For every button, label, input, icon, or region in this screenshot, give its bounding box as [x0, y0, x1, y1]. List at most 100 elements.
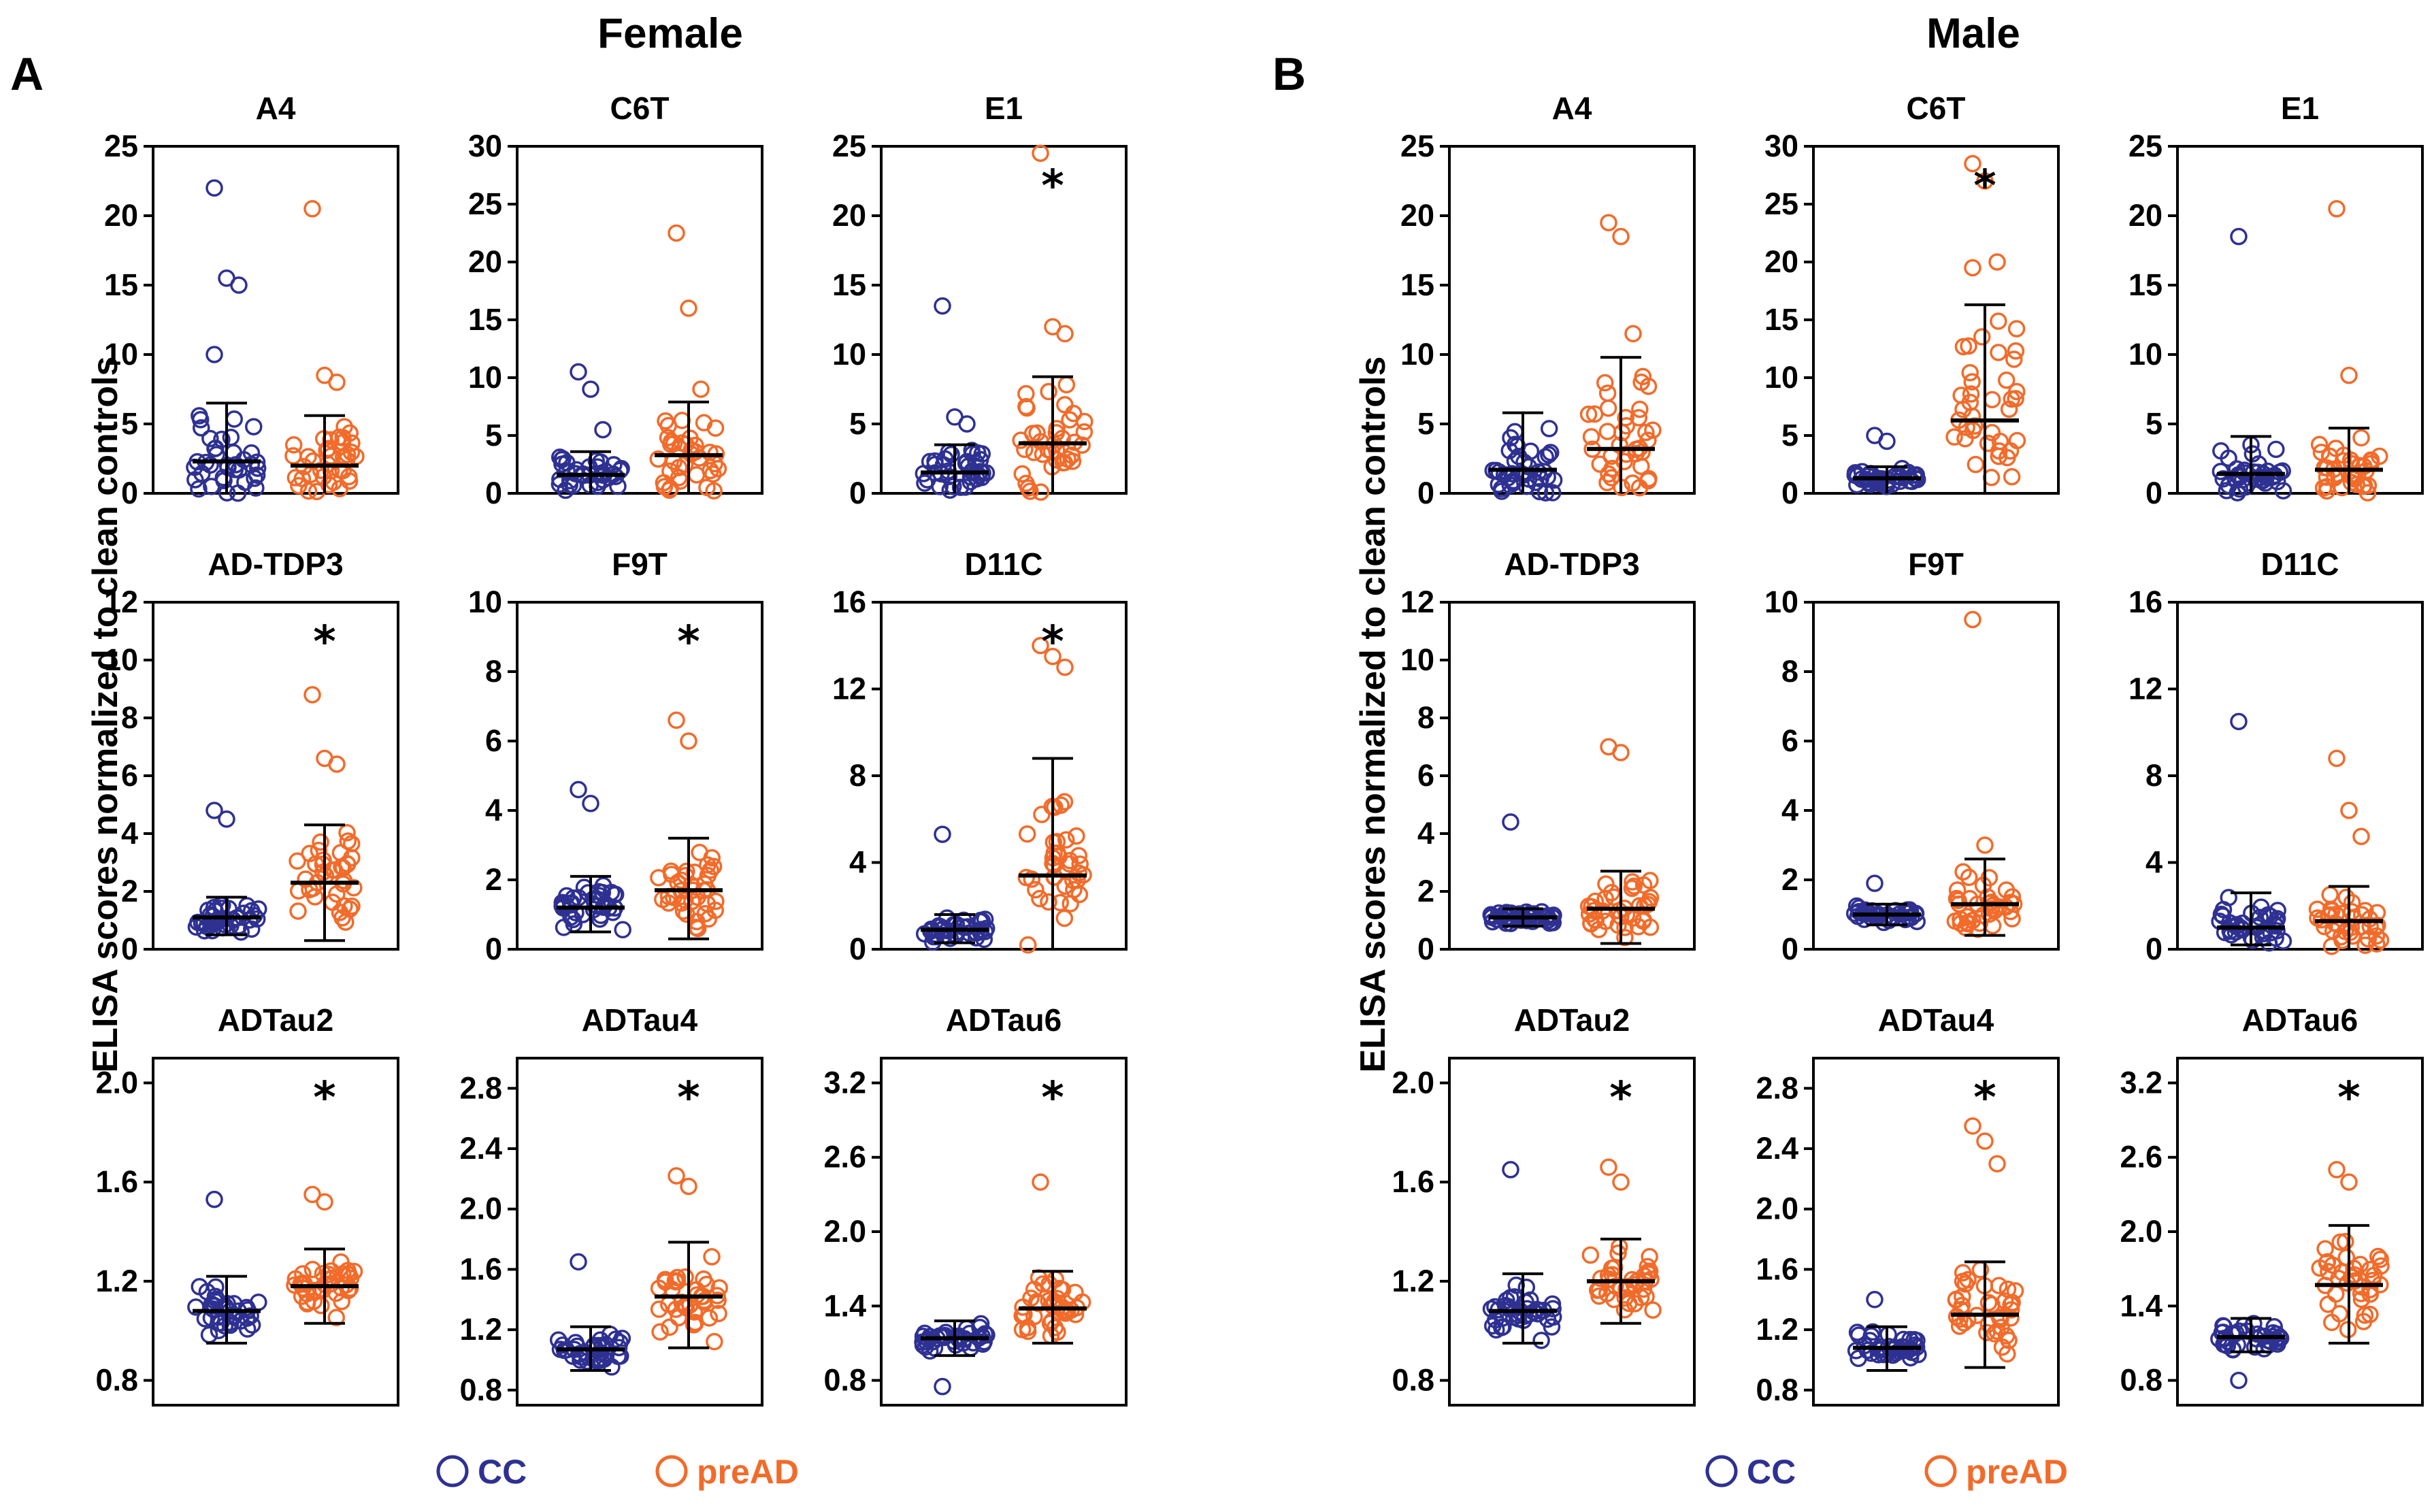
cc-point — [191, 407, 208, 425]
pread-point — [1582, 428, 1600, 446]
pread-point — [1033, 806, 1051, 823]
subplot-title: E1 — [2281, 91, 2319, 126]
cc-point — [241, 911, 259, 929]
pread-outlier-point — [1988, 1155, 2006, 1172]
significance-star: * — [1973, 161, 1996, 212]
cc-point — [2218, 482, 2236, 499]
pread-point — [1062, 895, 1079, 913]
significance-star: * — [677, 1073, 700, 1123]
pread-point — [1023, 870, 1041, 888]
pread-point — [1581, 1246, 1600, 1264]
pread-point — [1582, 914, 1600, 932]
cc-point — [201, 429, 219, 448]
cc-point — [247, 479, 265, 497]
y-tick-label: 12 — [104, 585, 138, 619]
pread-outlier-point — [1044, 647, 1062, 665]
y-tick-label: 2 — [485, 862, 502, 897]
pread-point — [2354, 478, 2372, 495]
cc-outlier-point — [205, 179, 223, 197]
subplot-title: C6T — [1907, 91, 1966, 126]
pread-point — [312, 833, 329, 851]
cc-outlier-point — [205, 346, 223, 363]
cc-point — [213, 430, 231, 448]
y-tick-label: 12 — [832, 672, 866, 706]
subplot-title: D11C — [964, 546, 1042, 582]
significance-star: * — [2337, 1073, 2360, 1123]
legend-pread: preAD — [655, 1453, 799, 1491]
y-tick-label: 4 — [485, 793, 502, 827]
pread-point — [1632, 373, 1650, 391]
y-tick-label: 1.6 — [459, 1251, 502, 1286]
y-tick-label: 15 — [832, 267, 866, 302]
pread-point — [327, 1309, 346, 1327]
y-tick-label: 2.0 — [823, 1214, 866, 1249]
legend-cc-marker — [436, 1455, 469, 1488]
cc-point — [961, 468, 980, 486]
y-tick-label: 4 — [1781, 793, 1798, 827]
pread-point — [2318, 478, 2336, 495]
pread-outlier-point — [1056, 658, 1074, 676]
pread-point — [2369, 1247, 2387, 1266]
significance-star: * — [1041, 1073, 1064, 1123]
pread-outlier-point — [1032, 1173, 1049, 1191]
cc-outlier-point — [934, 297, 951, 315]
pread-point — [667, 1272, 685, 1291]
pread-point — [1997, 881, 2016, 899]
pread-outlier-point — [2328, 749, 2346, 768]
pread-point — [1637, 423, 1655, 442]
pread-point — [1599, 399, 1617, 417]
cc-point — [1500, 442, 1518, 459]
pread-point — [701, 444, 719, 461]
y-tick-label: 2.0 — [1756, 1191, 1798, 1226]
cc-point — [957, 478, 974, 496]
subplot-title: E1 — [985, 91, 1023, 126]
y-tick-label: 25 — [468, 186, 502, 221]
legend-pread-marker — [1924, 1455, 1957, 1488]
pread-outlier-point — [680, 299, 697, 317]
pread-outlier-point — [2340, 1173, 2358, 1191]
cc-point — [1532, 1332, 1550, 1349]
pread-point — [1061, 852, 1079, 870]
subplot-title: F9T — [1908, 546, 1964, 582]
cc-point — [1482, 1300, 1500, 1318]
pread-point — [685, 1303, 704, 1321]
y-tick-label: 20 — [832, 198, 866, 233]
y-tick-label: 10 — [1764, 360, 1798, 395]
cc-point — [957, 919, 976, 936]
pread-point — [1041, 1315, 1059, 1332]
panel-letter: A — [10, 48, 44, 100]
legend-pread-label: preAD — [697, 1453, 799, 1491]
pread-point — [2345, 1266, 2363, 1284]
pread-point — [1630, 409, 1648, 427]
pread-point — [338, 823, 356, 842]
cc-outlier-point — [934, 825, 951, 843]
pread-point — [1962, 385, 1980, 403]
subplot-d11c: D11C 0 4 8 12 16 — [2128, 546, 2424, 966]
cc-point — [2259, 1332, 2277, 1349]
y-tick-label: 2.4 — [459, 1131, 502, 1166]
cc-point — [1540, 446, 1558, 464]
pread-outlier-point — [680, 1177, 697, 1196]
cc-point — [944, 478, 962, 495]
pread-outlier-point — [1964, 610, 1981, 629]
pread-point — [1055, 793, 1074, 810]
subplot-title: F9T — [612, 546, 668, 582]
subplot-e1: E1 0 5 10 15 20 25 * — [832, 91, 1128, 510]
pread-point — [1053, 429, 1071, 448]
cc-point — [245, 418, 263, 435]
pread-outlier-point — [1032, 144, 1049, 162]
cc-outlier-point — [218, 810, 235, 828]
pread-point — [1632, 457, 1650, 475]
pread-outlier-point — [1600, 214, 1617, 231]
subplot-adtau6: ADTau6 0.8 1.4 2.0 2.6 3.2 * — [823, 1002, 1128, 1407]
pread-point — [2354, 1313, 2373, 1330]
y-tick-label: 20 — [104, 198, 138, 233]
y-tick-label: 0 — [121, 476, 138, 510]
pread-point — [650, 1300, 668, 1318]
pread-point — [1064, 404, 1083, 423]
pread-outlier-point — [2328, 1161, 2346, 1179]
pread-outlier-point — [1032, 637, 1049, 655]
y-tick-label: 2.0 — [459, 1191, 502, 1226]
plot-frame — [1448, 1057, 1696, 1407]
pread-outlier-point — [1964, 259, 1981, 277]
